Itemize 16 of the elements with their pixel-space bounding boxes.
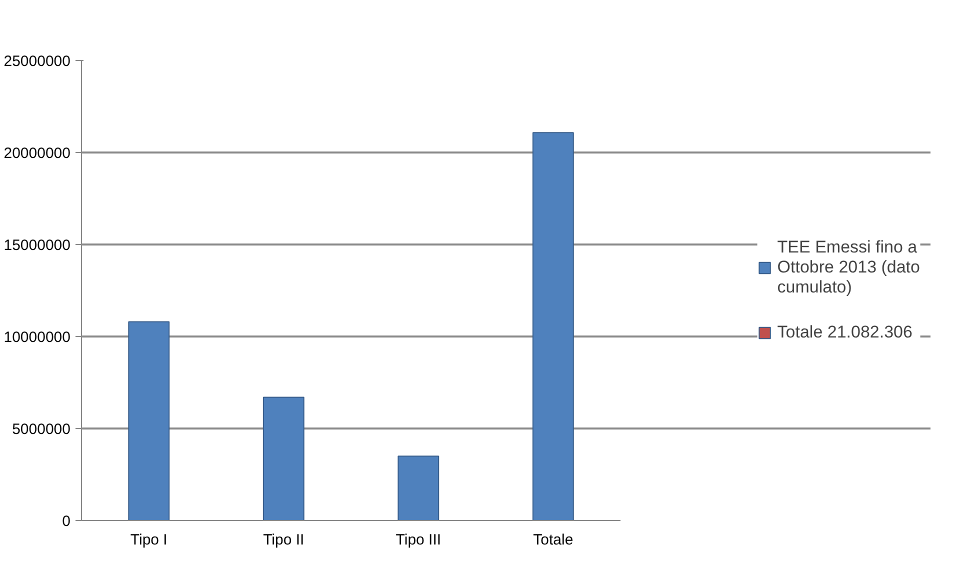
y-tick-label: 20000000 <box>4 145 71 162</box>
legend-label: TEE Emessi fino a Ottobre 2013 (dato cumulato) <box>777 238 920 298</box>
legend-label: Totale 21.082.306 <box>777 322 912 342</box>
x-tick-label: Tipo I <box>130 532 168 548</box>
bar <box>128 321 170 520</box>
bar <box>398 456 440 520</box>
bar <box>532 132 574 520</box>
y-tick-label: 5000000 <box>12 421 71 438</box>
bar <box>262 396 304 520</box>
x-tick-label: Tipo II <box>263 532 304 548</box>
y-tick-label: 0 <box>62 513 70 530</box>
y-tick-label: 10000000 <box>4 329 71 346</box>
y-tick-label: 15000000 <box>4 237 71 254</box>
x-tick-label: Tipo III <box>396 532 442 548</box>
y-tick-label: 25000000 <box>4 53 71 70</box>
x-tick-label: Totale <box>533 532 574 548</box>
